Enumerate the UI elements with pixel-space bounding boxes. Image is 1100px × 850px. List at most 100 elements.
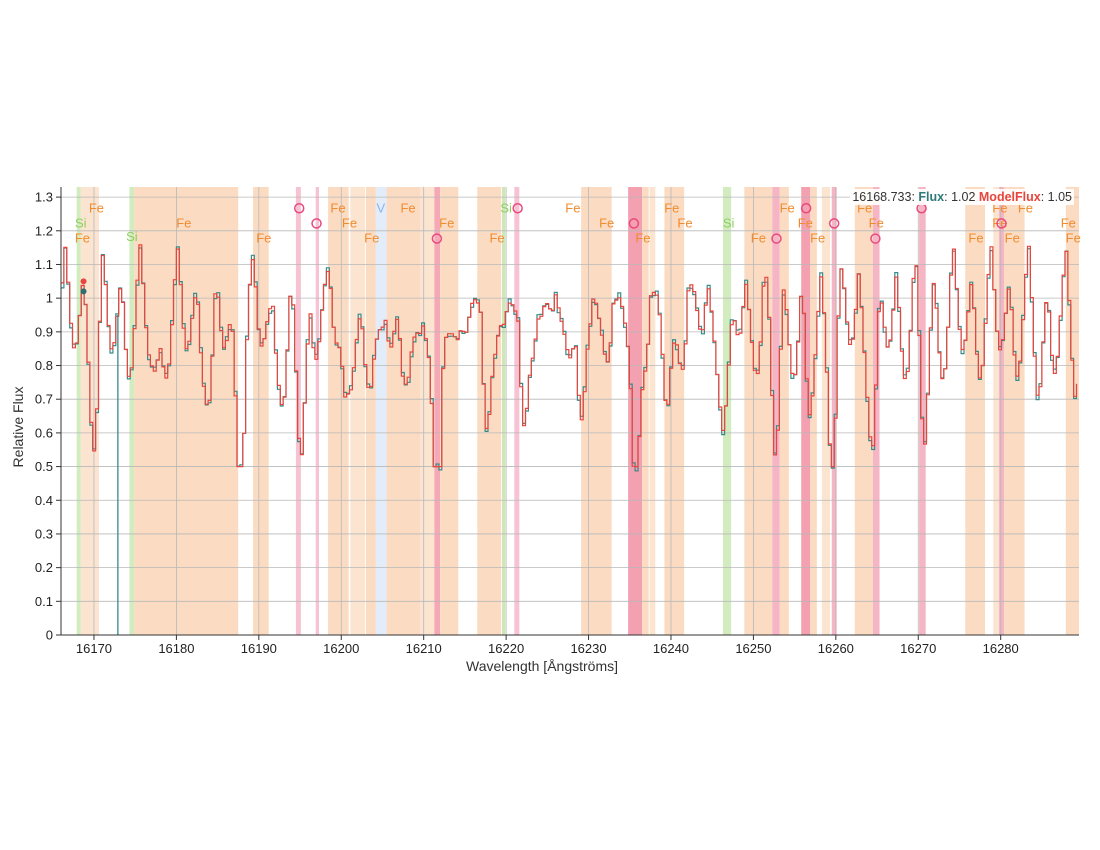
y-tick-label: 0.4 [35,493,53,508]
annotation-element-label: Si [500,200,512,215]
annotation-element-label: Fe [75,231,90,246]
x-tick-label: 16210 [406,641,442,656]
x-tick-label: 16280 [983,641,1019,656]
x-tick-label: 16170 [76,641,112,656]
series-modelflux-line [61,244,1078,468]
annotation-element-label: Fe [1061,215,1076,230]
x-tick-label: 16200 [323,641,359,656]
line-region-band [744,187,773,635]
annotation-o-marker [828,218,840,229]
y-tick-label: 0.8 [35,358,53,373]
line-region-band [477,187,502,635]
y-tick-label: 0.2 [35,560,53,575]
line-region-band [722,187,732,635]
line-region-band [501,187,506,635]
y-tick-label: 0.1 [35,594,53,609]
y-tick-label: 0.9 [35,324,53,339]
readout-flux-value: 1.02 [951,190,976,204]
annotation-element-label: Fe [798,215,813,230]
line-region-band [365,187,376,635]
line-region-band [801,187,811,635]
annotation-element-label: Fe [780,200,795,215]
y-axis-title: Relative Flux [10,387,26,468]
annotation-element-label: Si [126,229,138,244]
line-region-band [999,187,1004,635]
line-region-band [779,187,789,635]
line-region-band [772,187,780,635]
readout-model-label: ModelFlux [978,190,1041,204]
line-region-band [315,187,320,635]
annotation-o-marker [628,218,640,229]
annotation-element-label: Si [75,215,87,230]
x-tick-label: 16250 [735,641,771,656]
line-region-band [514,187,520,635]
annotation-element-label: Fe [89,200,104,215]
annotation-o-marker [311,218,322,229]
x-tick-label: 16180 [158,641,194,656]
annotation-element-label: Fe [489,231,504,246]
line-region-band [628,187,643,635]
annotation-o-marker [870,233,881,244]
annotation-element-label: Fe [968,231,983,246]
x-tick-label: 16270 [900,641,936,656]
readout-model-value: 1.05 [1047,190,1072,204]
line-region-band [664,187,685,635]
line-region-band [76,187,81,635]
hover-marker-point [80,278,87,285]
annotation-element-label: Fe [677,215,692,230]
line-region-band [386,187,421,635]
line-region-band [581,187,612,635]
annotation-element-label: Fe [869,215,884,230]
annotation-element-label: Fe [1005,231,1020,246]
y-tick-label: 1.3 [35,190,53,205]
annotation-element-label: Fe [751,231,766,246]
line-region-band [1065,187,1079,635]
line-region-band [1003,187,1025,635]
annotation-o-marker [431,233,443,244]
hover-marker-point [80,288,87,295]
line-region-band [649,187,656,635]
x-tick-label: 16220 [488,641,524,656]
x-tick-label: 16230 [570,641,606,656]
annotation-element-label: Fe [256,231,271,246]
x-tick-label: 16190 [241,641,277,656]
annotation-element-label: Fe [364,231,379,246]
line-region-band [993,187,1000,635]
line-region-band [295,187,301,635]
annotation-o-marker [771,233,782,244]
annotation-o-marker [996,218,1007,229]
readout-flux-label: Flux [918,190,945,204]
line-region-band [434,187,441,635]
line-region-band [872,187,880,635]
y-tick-label: 1 [46,291,53,306]
line-region-band [919,187,926,635]
annotation-o-marker [512,203,523,214]
x-tick-label: 16260 [818,641,854,656]
line-region-band [810,187,817,635]
flux-series [61,244,1078,635]
annotation-element-label: Si [723,215,735,230]
annotation-o-marker [293,203,305,214]
annotation-element-label: Fe [176,215,191,230]
annotation-element-label: Fe [439,215,454,230]
y-tick-label: 1.1 [35,257,53,272]
line-region-band [831,187,837,635]
y-tick-label: 0.6 [35,425,53,440]
line-region-band [440,187,459,635]
annotation-element-label: Fe [1066,231,1081,246]
annotation-element-label: Fe [599,215,614,230]
y-tick-label: 0 [46,628,53,643]
annotation-element-label: Fe [342,215,357,230]
annotation-element-label: Fe [565,200,580,215]
x-axis-title: Wavelength [Ångströms] [466,658,618,674]
annotation-element-label: Fe [635,231,650,246]
line-region-band [328,187,349,635]
hover-readout: 16168.733: Flux: 1.02 ModelFlux: 1.05 [850,189,1074,205]
y-tick-label: 0.7 [35,392,53,407]
annotation-element-label: Fe [810,231,825,246]
annotation-element-label: Fe [664,200,679,215]
line-region-band [375,187,387,635]
annotation-element-label: V [376,200,385,215]
